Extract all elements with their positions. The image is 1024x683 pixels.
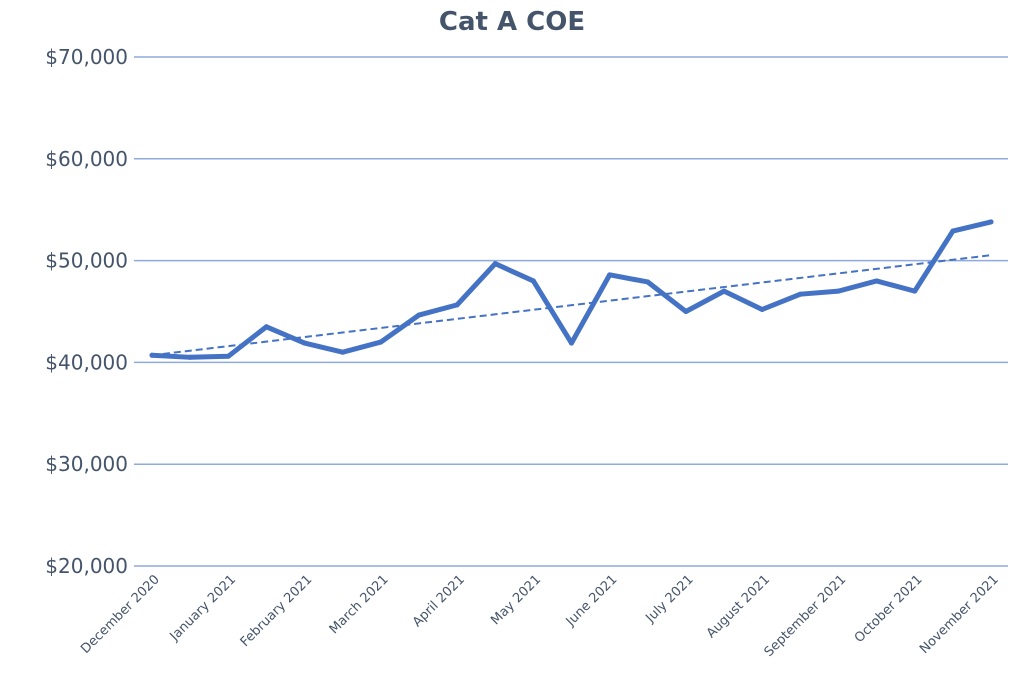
x-tick-label: February 2021 (238, 572, 316, 650)
x-tick-label: July 2021 (643, 572, 697, 626)
data-point (607, 272, 613, 278)
data-point (950, 228, 956, 234)
series-line-cat-a-coe (149, 219, 994, 360)
data-point (645, 279, 651, 285)
y-tick-label: $40,000 (45, 350, 128, 374)
data-point (797, 291, 803, 297)
data-point (721, 288, 727, 294)
y-tick-label: $20,000 (45, 554, 128, 578)
data-point (912, 288, 918, 294)
data-point (569, 340, 574, 346)
y-tick-label: $30,000 (45, 452, 128, 476)
y-tick-label: $50,000 (45, 249, 128, 273)
x-tick-label: August 2021 (704, 572, 773, 641)
data-point (225, 353, 231, 359)
data-point (263, 324, 269, 330)
data-point (416, 312, 422, 318)
x-tick-label: October 2021 (852, 572, 926, 646)
data-point (340, 349, 346, 355)
x-tick-label: December 2020 (78, 572, 163, 657)
data-point (683, 309, 689, 314)
x-tick-label: January 2021 (167, 572, 239, 644)
x-tick-label: November 2021 (917, 572, 1002, 657)
y-tick-label: $60,000 (45, 147, 128, 171)
data-point (492, 261, 498, 267)
y-tick-label: $70,000 (45, 45, 128, 69)
data-point (302, 340, 308, 346)
x-tick-label: April 2021 (410, 572, 468, 630)
data-point (149, 352, 155, 358)
data-point (454, 302, 460, 308)
trendline (151, 254, 992, 357)
chart-title: Cat A COE (439, 7, 585, 37)
x-tick-label: May 2021 (488, 572, 544, 628)
data-point (835, 288, 841, 294)
data-point (187, 354, 193, 360)
data-point (874, 278, 880, 284)
data-point (988, 219, 994, 225)
data-point (378, 339, 384, 345)
x-tick-label: June 2021 (563, 572, 621, 630)
x-tick-label: March 2021 (327, 572, 392, 637)
data-point (530, 278, 536, 284)
data-point (759, 306, 765, 312)
x-tick-label: September 2021 (762, 572, 850, 660)
